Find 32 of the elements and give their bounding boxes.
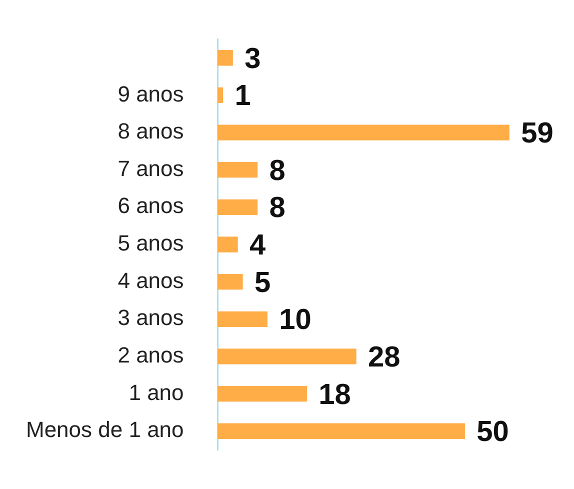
- bar: [218, 348, 356, 364]
- bar: [218, 311, 268, 327]
- bar: [218, 124, 510, 140]
- bar: [218, 199, 258, 216]
- y-tick-label: 8 anos: [118, 118, 184, 144]
- data-label: 3: [244, 42, 261, 75]
- bar: [218, 162, 258, 178]
- y-tick-label: Menos de 1 ano: [26, 417, 184, 442]
- data-label: 28: [368, 341, 400, 374]
- data-label: 59: [521, 118, 554, 150]
- y-tick-label: 3 anos: [118, 305, 184, 330]
- data-label: 10: [279, 304, 312, 336]
- bar: [218, 386, 307, 402]
- data-label: 5: [254, 266, 271, 299]
- data-label: 1: [234, 80, 251, 112]
- y-tick-label: 6 anos: [118, 193, 184, 218]
- data-label: 8: [269, 154, 286, 187]
- y-tick-label: 5 anos: [118, 230, 184, 256]
- y-tick-label: 4 anos: [118, 268, 184, 293]
- bar: [218, 50, 233, 66]
- bar: [218, 87, 224, 104]
- bar: [218, 274, 243, 290]
- y-tick-label: 9 anos: [118, 81, 184, 106]
- data-label: 8: [269, 192, 286, 224]
- data-label: 18: [318, 378, 351, 411]
- data-label: 50: [476, 416, 509, 448]
- y-tick-label: 7 anos: [118, 156, 184, 181]
- bar: [218, 236, 238, 252]
- y-tick-label: 1 ano: [128, 380, 184, 405]
- y-tick-label: 2 anos: [118, 342, 184, 368]
- data-label: 4: [250, 230, 266, 262]
- bar: [218, 423, 465, 439]
